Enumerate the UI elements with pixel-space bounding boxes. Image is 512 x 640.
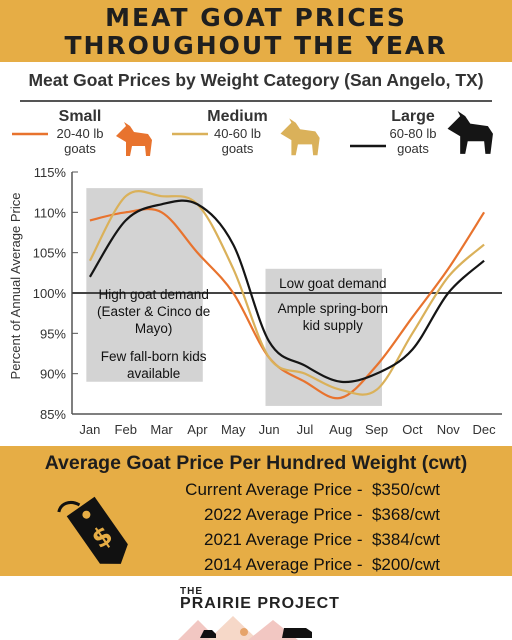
x-tick-label: Jul — [297, 422, 314, 437]
y-tick-label: 90% — [40, 367, 66, 382]
footer-logo-the: THE — [180, 586, 203, 597]
legend-name-medium: Medium — [207, 108, 268, 125]
y-tick-label: 95% — [40, 326, 66, 341]
x-tick-label: Jun — [259, 422, 280, 437]
annotation-few-kids: available — [127, 366, 180, 381]
annotation-few-kids: Few fall-born kids — [101, 349, 207, 364]
legend-name-small: Small — [58, 108, 102, 125]
header-banner: MEAT GOAT PRICES THROUGHOUT THE YEAR — [0, 0, 512, 62]
price-label: 2022 Average Price - — [204, 505, 363, 524]
x-tick-label: Feb — [115, 422, 137, 437]
legend-range-small: 20-40 lb — [56, 126, 104, 141]
legend-line-medium — [172, 132, 208, 136]
price-row-2014: 2014 Average Price - $200/cwt — [120, 555, 440, 575]
chart-title: Meat Goat Prices by Weight Category (San… — [28, 70, 484, 90]
shaded-region — [86, 188, 203, 382]
legend-range-large: 60-80 lb — [389, 126, 437, 141]
price-section-title: Average Goat Price Per Hundred Weight (c… — [44, 452, 468, 474]
annotations: High goat demand (Easter & Cinco de Mayo) F… — [97, 276, 388, 381]
price-label: 2021 Average Price - — [204, 530, 363, 549]
price-row-2021: 2021 Average Price - $384/cwt — [120, 530, 440, 550]
price-label: 2014 Average Price - — [204, 555, 363, 574]
price-row-current: Current Average Price - $350/cwt — [120, 480, 440, 500]
legend-item-large: Large 60-80 lb goats — [380, 108, 446, 156]
footer-logo-name: PRAIRIE PROJECT — [180, 595, 340, 612]
title-divider — [20, 100, 492, 102]
footer-logo-art — [178, 616, 312, 640]
x-tick-label: Aug — [329, 422, 352, 437]
annotation-low-demand: Low goat demand — [279, 276, 386, 291]
legend-unit-medium: goats — [221, 141, 254, 156]
legend-line-large — [350, 144, 386, 148]
price-value: $368/cwt — [371, 505, 440, 524]
y-tick-label: 85% — [40, 407, 66, 422]
annotation-high-demand: High goat demand — [99, 287, 209, 302]
price-label: Current Average Price - — [185, 480, 363, 499]
x-tick-label: May — [221, 422, 246, 437]
footer — [0, 576, 512, 640]
price-chart: 85% 90% 95% 100% 105% 110% 115% Jan Feb Mar Apr Ma… — [8, 165, 502, 437]
annotation-high-demand: (Easter & Cinco de — [97, 304, 210, 319]
legend-range-medium: 40-60 lb — [214, 126, 261, 141]
price-tag-icon: $ — [57, 496, 128, 564]
series-lines — [88, 190, 486, 400]
x-tick-label: Dec — [473, 422, 497, 437]
series-line-large — [88, 199, 485, 384]
y-tick-label: 105% — [33, 246, 67, 261]
flower-icon — [240, 628, 248, 636]
x-tick-label: Nov — [437, 422, 461, 437]
goat-icon-small — [116, 122, 152, 156]
annotation-high-demand: Mayo) — [135, 321, 173, 336]
x-tick-label: Apr — [187, 422, 208, 437]
annotation-ample-supply: kid supply — [303, 318, 363, 333]
x-tick-label: Oct — [402, 422, 423, 437]
goat-icon-large — [447, 111, 493, 154]
legend-name-large: Large — [391, 108, 435, 125]
y-tick-label: 115% — [34, 165, 67, 180]
header-title-line1: MEAT GOAT PRICES — [105, 3, 407, 32]
cow-icon — [282, 628, 312, 638]
goat-icon — [200, 630, 216, 638]
header-title-line2: THROUGHOUT THE YEAR — [64, 31, 448, 60]
x-axis: Jan Feb Mar Apr May Jun Jul Aug Sep Oct Nov Dec — [79, 422, 496, 437]
legend-unit-small: goats — [64, 141, 96, 156]
y-axis-label: Percent of Annual Average Price — [8, 193, 23, 380]
legend-item-small: Small 20-40 lb goats — [50, 108, 110, 156]
x-tick-label: Jan — [79, 422, 100, 437]
price-value: $384/cwt — [371, 530, 440, 549]
x-tick-label: Sep — [365, 422, 388, 437]
legend-unit-large: goats — [397, 141, 429, 156]
price-value: $350/cwt — [371, 480, 440, 499]
y-tick-label: 100% — [33, 286, 67, 301]
goat-icon-medium — [280, 118, 320, 156]
legend-item-medium: Medium 40-60 lb goats — [200, 108, 275, 156]
series-line-small — [89, 207, 486, 400]
series-line-medium — [88, 190, 485, 396]
x-tick-label: Mar — [150, 422, 173, 437]
price-row-2022: 2022 Average Price - $368/cwt — [120, 505, 440, 525]
legend-line-small — [12, 132, 48, 136]
annotation-ample-supply: Ample spring-born — [278, 301, 388, 316]
price-value: $200/cwt — [371, 555, 440, 574]
y-tick-label: 110% — [34, 205, 67, 220]
